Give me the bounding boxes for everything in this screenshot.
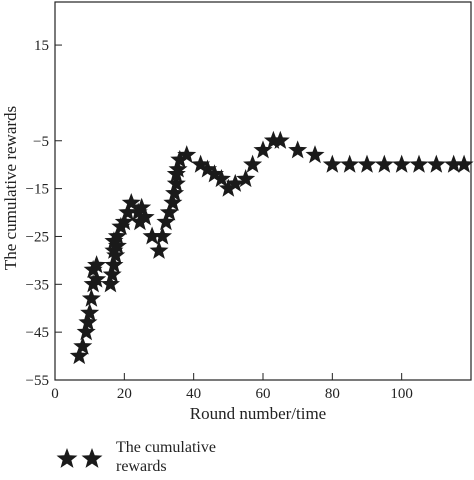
data-point — [305, 145, 325, 164]
data-point — [322, 154, 342, 173]
data-point — [104, 255, 124, 274]
data-point — [374, 154, 394, 173]
data-point — [118, 202, 138, 221]
x-tick-label: 20 — [117, 386, 132, 402]
y-tick-label: −25 — [26, 229, 49, 245]
data-point — [121, 192, 141, 212]
legend-label-line1: The cumulative — [116, 439, 216, 456]
data-point — [426, 154, 446, 173]
data-point — [357, 154, 377, 173]
data-point — [236, 169, 256, 188]
data-point — [76, 322, 96, 341]
data-point — [218, 178, 238, 197]
axes — [54, 1, 472, 381]
data-point — [87, 269, 107, 288]
data-point — [270, 130, 290, 149]
legend-star-icon — [81, 448, 103, 468]
data-point — [159, 202, 179, 221]
data-point — [243, 154, 263, 173]
data-point — [81, 288, 101, 307]
data-point — [170, 149, 190, 168]
data-point — [149, 240, 169, 259]
data-point — [152, 226, 172, 245]
data-point — [204, 164, 224, 183]
data-point — [73, 336, 93, 355]
data-point — [168, 159, 188, 178]
data-point — [142, 226, 162, 245]
data-point — [444, 154, 464, 173]
data-point — [163, 192, 183, 212]
data-points — [69, 130, 474, 365]
data-point — [263, 130, 283, 149]
data-point — [225, 173, 245, 192]
data-point — [114, 212, 134, 231]
data-point — [156, 212, 176, 231]
x-tick-label: 40 — [186, 386, 201, 402]
y-tick-label: −15 — [26, 182, 49, 198]
data-point — [132, 197, 152, 216]
data-point — [78, 312, 98, 331]
x-tick-label: 80 — [325, 386, 340, 402]
data-point — [454, 154, 474, 173]
data-point — [392, 154, 412, 173]
data-point — [211, 169, 231, 188]
data-point — [100, 274, 120, 293]
y-tick-label: −45 — [26, 325, 49, 341]
data-point — [80, 303, 100, 322]
y-axis-label: The cumulative rewards — [1, 106, 20, 270]
data-point — [106, 245, 126, 264]
y-tick-label: −55 — [26, 373, 49, 389]
data-point — [191, 154, 211, 173]
legend-star-icon — [56, 448, 78, 468]
plot-frame — [54, 1, 472, 381]
data-point — [135, 207, 155, 226]
x-tick-label: 100 — [390, 386, 413, 402]
y-tick-label: 15 — [34, 38, 49, 54]
data-point — [130, 212, 150, 231]
y-tick-label: −35 — [26, 277, 49, 293]
data-point — [177, 145, 197, 164]
data-point — [102, 264, 122, 283]
data-point — [288, 140, 308, 159]
x-tick-label: 0 — [51, 386, 59, 402]
ticks: −55 −45 −35 −25 −15 −5 15 0 20 40 60 80 100 — [26, 38, 413, 402]
legend: The cumulative rewards — [56, 439, 216, 475]
data-point — [165, 183, 185, 202]
data-point — [107, 236, 127, 255]
data-point — [253, 140, 273, 159]
x-tick-label: 60 — [256, 386, 271, 402]
data-point — [409, 154, 429, 173]
data-point — [87, 255, 107, 274]
data-point — [340, 154, 360, 173]
y-tick-label: −5 — [33, 134, 49, 150]
legend-label-line2: rewards — [116, 458, 167, 475]
data-point — [107, 226, 127, 245]
data-point — [198, 159, 218, 178]
x-axis-label: Round number/time — [190, 404, 326, 423]
data-point — [69, 346, 89, 365]
data-point — [166, 173, 186, 192]
